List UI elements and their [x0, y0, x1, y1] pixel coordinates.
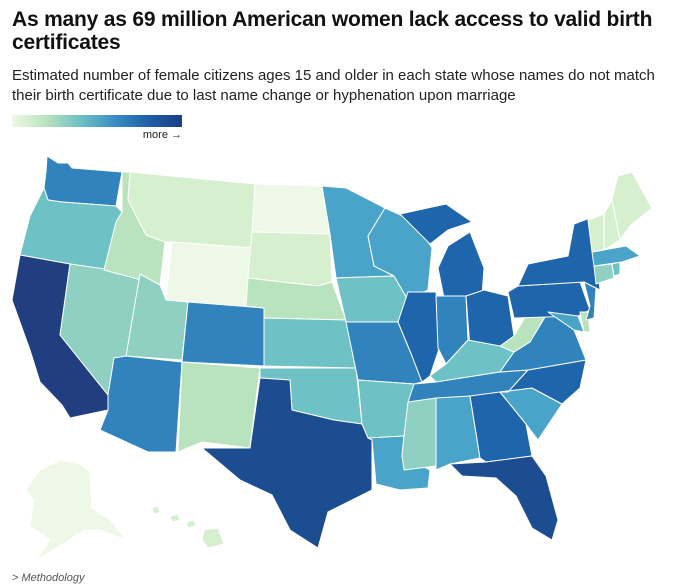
state-hawaii[interactable] [151, 505, 225, 549]
state-washington[interactable] [43, 155, 123, 207]
state-alabama[interactable] [435, 395, 481, 471]
state-mississippi[interactable] [401, 397, 437, 471]
methodology-link[interactable]: > Methodology [12, 572, 85, 584]
state-florida[interactable] [449, 455, 559, 541]
chart-subtitle: Estimated number of female citizens ages… [12, 67, 655, 104]
legend-gradient-bar [12, 115, 182, 127]
state-iowa[interactable] [335, 275, 409, 323]
state-connecticut[interactable] [593, 263, 615, 285]
state-maine[interactable] [611, 171, 653, 241]
state-arizona[interactable] [99, 355, 183, 453]
state-colorado[interactable] [181, 301, 265, 367]
state-rhode-island[interactable] [611, 261, 621, 277]
state-massachusetts[interactable] [591, 245, 641, 267]
chart-title: As many as 69 million American women lac… [12, 8, 653, 54]
legend-more-label: more → [142, 129, 182, 141]
us-choropleth-map [11, 155, 653, 561]
state-kansas[interactable] [263, 317, 357, 369]
state-new-york[interactable] [517, 217, 601, 291]
state-north-dakota[interactable] [251, 183, 331, 235]
state-alaska[interactable] [25, 459, 127, 561]
state-texas[interactable] [201, 377, 373, 549]
state-wyoming[interactable] [165, 241, 253, 309]
color-legend: more → [12, 115, 182, 141]
state-new-mexico[interactable] [177, 361, 261, 453]
state-south-dakota[interactable] [247, 231, 333, 287]
